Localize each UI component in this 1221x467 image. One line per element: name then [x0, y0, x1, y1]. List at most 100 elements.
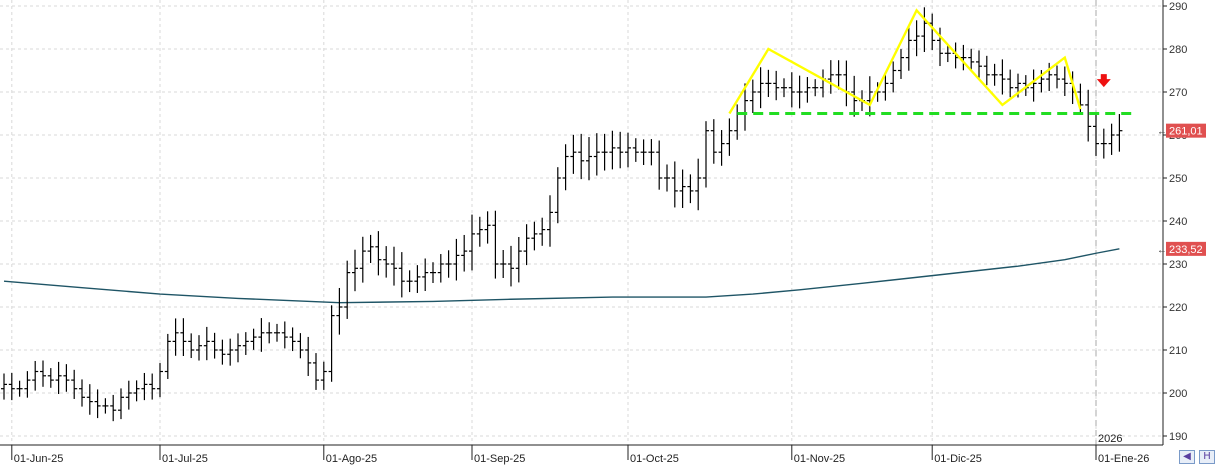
ohlc-bar — [63, 364, 70, 392]
ohlc-bar — [461, 234, 468, 272]
ohlc-bar — [445, 250, 452, 278]
ohlc-bar — [578, 133, 585, 180]
ohlc-bar — [547, 195, 553, 247]
x-tick-label: 01-Sep-25 — [474, 453, 525, 465]
ohlc-bar — [718, 130, 725, 166]
moving-average-line — [3, 248, 1120, 304]
ohlc-bar — [796, 75, 803, 109]
ohlc-bar — [983, 55, 990, 86]
ohlc-bar — [1093, 114, 1099, 156]
ohlc-bar — [570, 134, 577, 174]
ohlc-bar — [47, 368, 54, 388]
ohlc-bar — [453, 238, 460, 281]
ohlc-bar — [86, 384, 93, 415]
ohlc-bar — [632, 138, 639, 162]
ohlc-bar — [944, 44, 951, 63]
down-arrow-icon — [1096, 74, 1111, 88]
ohlc-bar — [227, 338, 234, 366]
ohlc-bar — [1, 373, 7, 400]
y-tick-label: 190 — [1169, 431, 1187, 443]
ohlc-bar — [289, 327, 296, 352]
ohlc-bar — [804, 77, 811, 103]
ohlc-bar — [1046, 62, 1053, 92]
ohlc-bar — [281, 321, 288, 349]
ohlc-bar — [999, 59, 1006, 95]
ohlc-bar — [1038, 70, 1045, 93]
ohlc-bar — [882, 74, 889, 101]
price-badges: ← 261,01← 233,52 — [1157, 123, 1206, 256]
ohlc-bar — [414, 265, 421, 293]
ohlc-bar — [242, 332, 249, 355]
ohlc-bar — [203, 326, 210, 361]
ohlc-bar — [726, 118, 733, 156]
ohlc-bar — [8, 372, 15, 401]
badge-pointer-icon: ← — [1157, 127, 1167, 138]
ohlc-bar — [328, 305, 335, 382]
ohlc-bar — [469, 214, 475, 271]
ohlc-bar — [687, 174, 694, 204]
ohlc-bar — [344, 260, 351, 319]
x-tick-label: 01-Jul-25 — [162, 453, 208, 465]
moving-average-layer — [3, 248, 1120, 304]
scroll-left-icon[interactable]: ◀ — [1179, 450, 1195, 464]
x-tick-label: 01-Ago-25 — [326, 453, 377, 465]
ohlc-bar — [118, 388, 124, 420]
ohlc-bar — [359, 236, 366, 283]
ohlc-bar — [913, 20, 920, 57]
ohlc-bar — [937, 27, 943, 67]
ohlc-bar — [788, 72, 795, 108]
ohlc-bar — [375, 231, 382, 276]
ohlc-bar — [625, 132, 631, 168]
ohlc-bar — [1085, 89, 1092, 142]
ohlc-bar — [898, 49, 904, 79]
ohlc-bar — [430, 262, 436, 283]
ohlc-bar — [297, 333, 304, 359]
y-tick-label: 240 — [1169, 216, 1187, 228]
pattern-layer — [728, 8, 1135, 115]
year-label: 2026 — [1098, 433, 1122, 445]
ohlc-bar — [1100, 128, 1107, 159]
ohlc-bar — [531, 221, 538, 251]
y-tick-label: 270 — [1169, 87, 1187, 99]
ohlc-bar — [40, 360, 46, 387]
ohlc-bar — [749, 79, 756, 113]
y-tick-label: 200 — [1169, 388, 1187, 400]
ohlc-bar — [305, 336, 312, 376]
y-tick-label: 290 — [1169, 1, 1187, 13]
x-tick-label: 01-Oct-25 — [630, 453, 679, 465]
ohlc-bar — [554, 167, 561, 224]
scale-toggle-icon[interactable]: H — [1199, 450, 1215, 464]
last_price-label: 261,01 — [1169, 126, 1203, 138]
ohlc-bar — [1054, 65, 1060, 89]
ohlc-bar — [71, 369, 78, 399]
ohlc-bar — [515, 236, 522, 283]
y-tick-label: 210 — [1169, 345, 1187, 357]
ohlc-bar — [274, 323, 280, 342]
ohlc-bar — [609, 130, 616, 170]
ohlc-bar — [905, 27, 912, 71]
ohlc-bar — [250, 328, 257, 350]
ohlc-bar — [640, 139, 647, 165]
ohlc-bar — [1007, 69, 1014, 98]
ohlc-bar — [32, 360, 39, 391]
ohlc-bar — [422, 258, 429, 292]
ohlc-bar — [890, 61, 897, 93]
axes — [0, 0, 1164, 446]
y-tick-label: 250 — [1169, 173, 1187, 185]
ohlc-bar — [866, 76, 873, 117]
ohlc-bar — [266, 322, 273, 344]
ohlc-bar — [211, 332, 218, 359]
price-bars — [1, 7, 1123, 422]
ohlc-bar — [976, 50, 982, 78]
ohlc-bar — [835, 60, 842, 90]
x-axis-ticks: 01-Jun-25 01-Jul-25 01-Ago-25 01-Sep-25 01-O… — [11, 433, 1149, 465]
last_price-badge — [1166, 123, 1206, 138]
ma_price-label: 233,52 — [1169, 244, 1203, 256]
ohlc-bar — [812, 79, 819, 97]
ohlc-bar — [141, 372, 148, 401]
x-tick-label: 01-Dic-25 — [934, 453, 982, 465]
ohlc-bar — [523, 224, 530, 266]
ohlc-bar — [188, 333, 195, 359]
ohlc-bar — [406, 270, 413, 293]
